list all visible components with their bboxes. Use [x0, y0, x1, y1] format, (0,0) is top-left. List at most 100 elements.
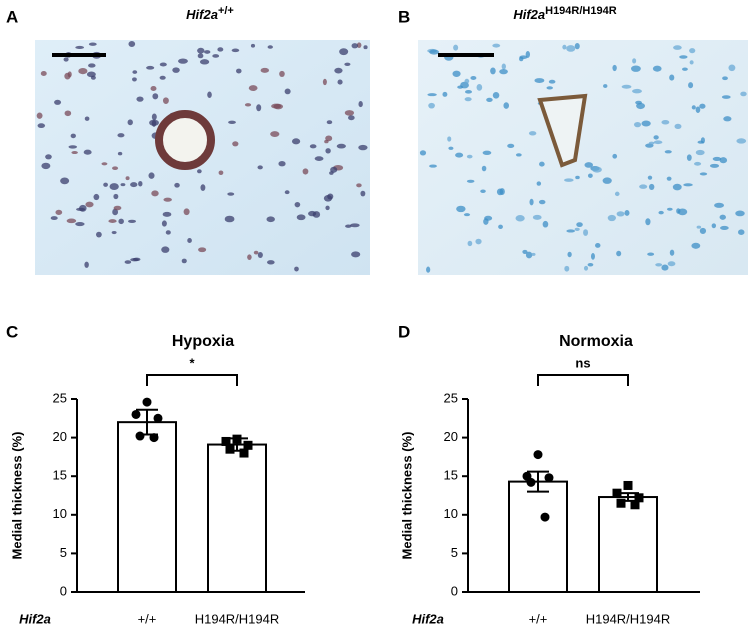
cell — [496, 188, 504, 196]
cell — [538, 199, 546, 205]
cell — [574, 227, 580, 231]
cell — [667, 207, 673, 211]
cell — [198, 247, 207, 253]
cell — [55, 209, 63, 215]
cell — [70, 133, 76, 139]
vessel — [155, 110, 215, 170]
cell — [79, 204, 87, 212]
data-point — [225, 444, 235, 454]
cell — [632, 88, 642, 94]
cell — [50, 216, 58, 221]
cell — [735, 210, 745, 217]
x-axis-label: Hif2a — [19, 611, 51, 626]
cell — [470, 76, 477, 80]
cell — [539, 161, 545, 167]
cell — [426, 266, 431, 273]
cell — [688, 82, 694, 89]
cell — [266, 260, 275, 265]
cell — [358, 101, 363, 108]
cell — [566, 45, 576, 52]
cell — [162, 211, 172, 217]
cell — [324, 139, 329, 144]
cell — [664, 150, 672, 154]
cell — [151, 113, 157, 121]
cell — [590, 252, 595, 260]
cell — [711, 223, 717, 229]
cell — [612, 153, 618, 159]
cell — [101, 162, 108, 166]
cell — [564, 178, 574, 182]
cell — [448, 146, 454, 150]
cell — [348, 115, 355, 121]
cell — [356, 42, 362, 48]
cell — [218, 170, 224, 176]
significance-label: * — [189, 355, 195, 370]
cell — [603, 84, 608, 88]
cell — [257, 165, 263, 170]
cell — [492, 92, 500, 99]
data-point — [533, 450, 543, 460]
data-point — [153, 413, 163, 423]
cell — [455, 152, 464, 158]
cell — [197, 53, 204, 59]
cell — [165, 230, 171, 235]
cell — [476, 84, 483, 91]
cell — [464, 78, 470, 84]
cell — [612, 64, 617, 72]
cell — [212, 54, 220, 58]
cell — [83, 149, 92, 155]
cell — [587, 263, 594, 267]
data-point — [616, 498, 626, 508]
cell — [330, 166, 338, 173]
data-point — [634, 493, 644, 503]
cell — [351, 43, 359, 49]
cell — [683, 183, 693, 187]
cell — [467, 240, 473, 247]
cell — [138, 180, 143, 187]
cell — [247, 254, 252, 260]
cell — [151, 190, 159, 197]
cell — [113, 193, 119, 200]
y-axis-label: Medial thickness (%) — [9, 432, 24, 560]
data-point — [135, 431, 145, 441]
cell — [231, 48, 240, 53]
cell — [250, 43, 256, 48]
cell — [536, 181, 542, 186]
cell — [691, 105, 696, 110]
y-tick-label: 10 — [444, 506, 458, 521]
cell — [480, 189, 486, 193]
chart-title: Hypoxia — [172, 333, 234, 350]
y-tick-label: 15 — [53, 468, 67, 483]
cell — [647, 252, 655, 256]
cell — [358, 144, 368, 151]
cell — [181, 258, 187, 264]
data-point — [612, 488, 622, 498]
cell — [492, 43, 501, 48]
cell — [125, 176, 130, 181]
bar — [508, 480, 568, 594]
cell — [616, 250, 622, 257]
cell — [635, 100, 642, 105]
cell — [178, 58, 188, 64]
cell — [532, 214, 542, 220]
cell — [658, 210, 664, 215]
cell — [336, 143, 346, 149]
cell — [641, 120, 651, 127]
cell — [689, 48, 696, 54]
cell — [128, 219, 136, 223]
cell — [127, 119, 133, 126]
cell — [576, 222, 583, 228]
cell — [309, 144, 317, 149]
cell — [429, 164, 437, 168]
data-point — [526, 477, 536, 487]
cell — [648, 183, 655, 190]
panel-title: Hif2aH194R/H194R — [513, 5, 616, 23]
cell — [159, 75, 166, 80]
cell — [314, 156, 324, 161]
cell — [63, 57, 69, 62]
cell — [669, 74, 675, 81]
cell — [337, 79, 343, 85]
cell — [464, 97, 472, 102]
cell — [676, 208, 681, 214]
cell — [499, 69, 508, 75]
